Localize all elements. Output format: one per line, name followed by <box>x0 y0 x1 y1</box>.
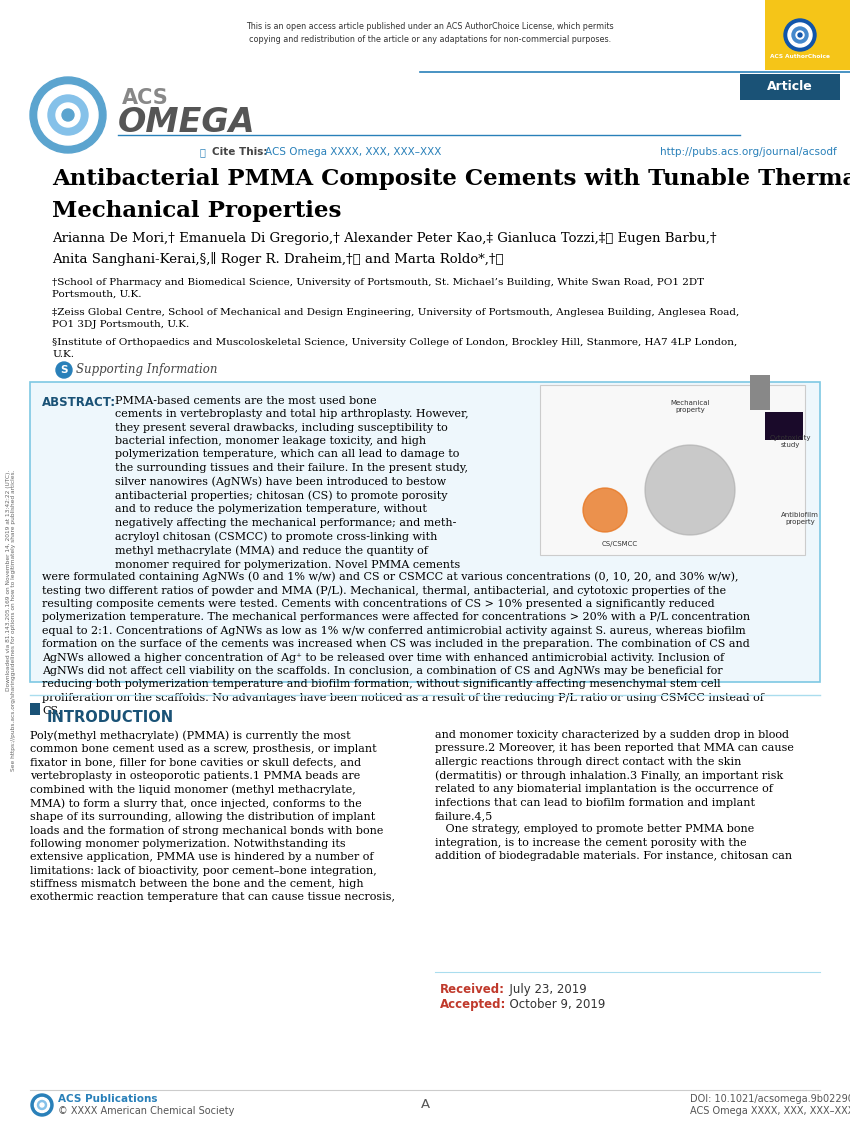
Bar <box>765 413 803 441</box>
Text: July 23, 2019: July 23, 2019 <box>502 983 586 995</box>
Text: INTRODUCTION: INTRODUCTION <box>47 710 174 725</box>
Text: ACS: ACS <box>122 89 169 108</box>
Text: Accepted:: Accepted: <box>440 998 507 1011</box>
Text: CS/CSMCC: CS/CSMCC <box>602 541 638 547</box>
Text: ACS Omega XXXX, XXX, XXX–XXX: ACS Omega XXXX, XXX, XXX–XXX <box>690 1106 850 1117</box>
Text: ⓘ: ⓘ <box>200 147 206 157</box>
Bar <box>30 382 820 682</box>
Text: Antibacterial PMMA Composite Cements with Tunable Thermal and: Antibacterial PMMA Composite Cements wit… <box>52 168 850 189</box>
Circle shape <box>583 488 627 532</box>
Bar <box>30 703 40 715</box>
Text: ‡Zeiss Global Centre, School of Mechanical and Design Engineering, University of: ‡Zeiss Global Centre, School of Mechanic… <box>52 308 740 317</box>
Circle shape <box>56 103 80 127</box>
Text: Anita Sanghani-Kerai,§,∥ Roger R. Draheim,†ⓘ and Marta Roldo*,†ⓘ: Anita Sanghani-Kerai,§,∥ Roger R. Drahei… <box>52 252 503 266</box>
Text: © XXXX American Chemical Society: © XXXX American Chemical Society <box>58 1106 235 1117</box>
Text: S: S <box>60 365 68 376</box>
Text: Cite This:: Cite This: <box>212 147 271 157</box>
Circle shape <box>56 362 72 378</box>
Text: §Institute of Orthopaedics and Muscoloskeletal Science, University College of Lo: §Institute of Orthopaedics and Muscolosk… <box>52 339 737 348</box>
Text: http://pubs.acs.org/journal/acsodf: http://pubs.acs.org/journal/acsodf <box>660 147 836 157</box>
Circle shape <box>31 1094 53 1117</box>
Text: U.K.: U.K. <box>52 350 74 359</box>
Text: Received:: Received: <box>440 983 505 995</box>
Text: Cytotoxicity
study: Cytotoxicity study <box>769 435 811 448</box>
Text: Portsmouth, U.K.: Portsmouth, U.K. <box>52 290 141 299</box>
Text: This is an open access article published under an ACS AuthorChoice License, whic: This is an open access article published… <box>246 22 614 44</box>
Circle shape <box>792 27 808 43</box>
Text: and monomer toxicity characterized by a sudden drop in blood
pressure.2 Moreover: and monomer toxicity characterized by a … <box>435 730 794 861</box>
Text: Article: Article <box>767 81 813 93</box>
Text: ABSTRACT:: ABSTRACT: <box>42 396 116 409</box>
Text: Arianna De Mori,† Emanuela Di Gregorio,† Alexander Peter Kao,‡ Gianluca Tozzi,‡ⓘ: Arianna De Mori,† Emanuela Di Gregorio,†… <box>52 232 717 245</box>
Circle shape <box>645 445 735 535</box>
Text: PMMA-based cements are the most used bone
cements in vertebroplasty and total hi: PMMA-based cements are the most used bon… <box>115 396 468 569</box>
Text: Antibiofilm
property: Antibiofilm property <box>781 512 819 525</box>
Circle shape <box>35 1097 49 1112</box>
Circle shape <box>788 24 812 47</box>
Bar <box>540 385 805 555</box>
Text: PO1 3DJ Portsmouth, U.K.: PO1 3DJ Portsmouth, U.K. <box>52 319 190 328</box>
Text: ACS AuthorChoice: ACS AuthorChoice <box>770 55 830 59</box>
Circle shape <box>48 95 88 135</box>
Text: October 9, 2019: October 9, 2019 <box>502 998 605 1011</box>
Circle shape <box>38 85 98 145</box>
Text: OMEGA: OMEGA <box>118 105 256 139</box>
Circle shape <box>784 19 816 50</box>
Circle shape <box>62 109 74 121</box>
Text: Mechanical Properties: Mechanical Properties <box>52 200 342 222</box>
Circle shape <box>37 1101 47 1110</box>
Bar <box>750 376 770 410</box>
Circle shape <box>798 33 802 37</box>
Text: Mechanical
property: Mechanical property <box>671 400 710 413</box>
Text: See https://pubs.acs.org/sharingguidelines for options on how to legitimately sh: See https://pubs.acs.org/sharingguidelin… <box>12 470 16 771</box>
Text: ACS Omega XXXX, XXX, XXX–XXX: ACS Omega XXXX, XXX, XXX–XXX <box>265 147 441 157</box>
Circle shape <box>30 77 106 152</box>
Text: Poly(methyl methacrylate) (PMMA) is currently the most
common bone cement used a: Poly(methyl methacrylate) (PMMA) is curr… <box>30 730 395 902</box>
Text: ACS Publications: ACS Publications <box>58 1094 157 1104</box>
Text: DOI: 10.1021/acsomega.9b02290: DOI: 10.1021/acsomega.9b02290 <box>690 1094 850 1104</box>
Text: Supporting Information: Supporting Information <box>76 363 218 377</box>
Circle shape <box>796 31 804 39</box>
Text: were formulated containing AgNWs (0 and 1% w/w) and CS or CSMCC at various conce: were formulated containing AgNWs (0 and … <box>42 571 764 716</box>
Bar <box>765 0 850 70</box>
Text: A: A <box>421 1099 429 1112</box>
Text: †School of Pharmacy and Biomedical Science, University of Portsmouth, St. Michae: †School of Pharmacy and Biomedical Scien… <box>52 278 704 287</box>
Bar <box>740 74 840 100</box>
Text: Downloaded via 81.143.205.169 on November 14, 2019 at 13:42:22 (UTC).: Downloaded via 81.143.205.169 on Novembe… <box>7 470 12 691</box>
Circle shape <box>40 1103 44 1108</box>
